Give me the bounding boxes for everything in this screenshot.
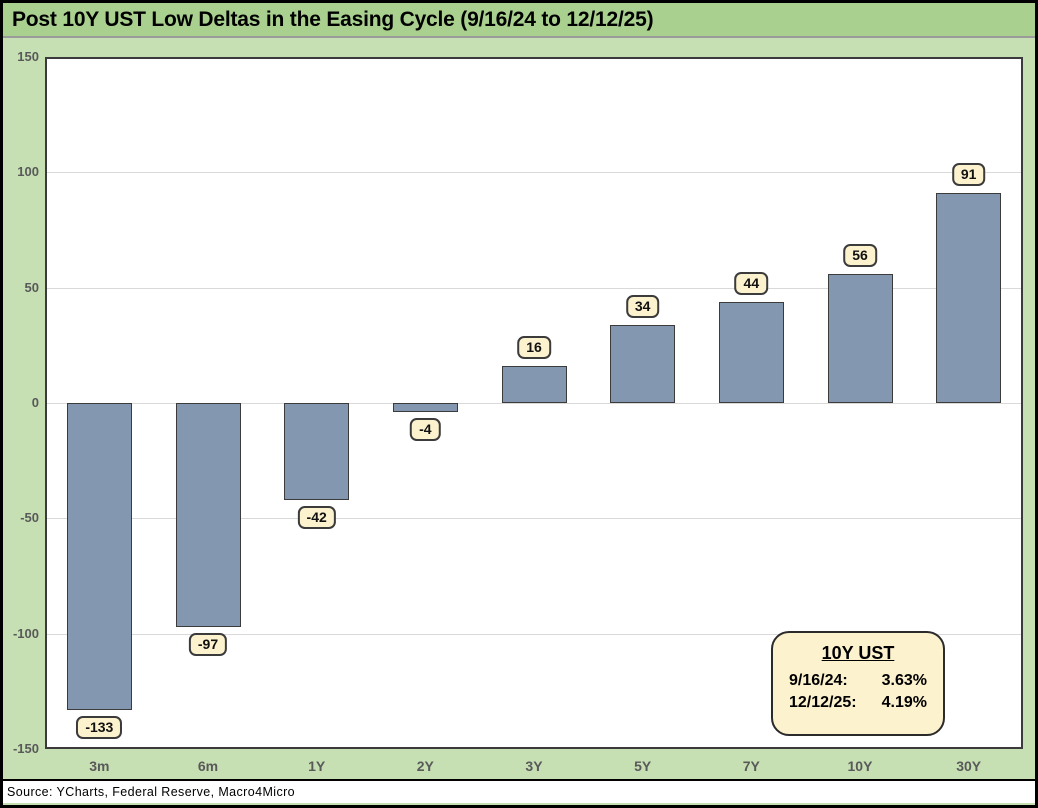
x-tick-label-7Y: 7Y xyxy=(742,758,760,774)
gridline-50 xyxy=(47,287,1021,289)
y-tick-label--50: -50 xyxy=(20,510,39,526)
bar-value-label-3Y: 16 xyxy=(517,336,551,360)
bar-value-label-6m: -97 xyxy=(188,632,228,656)
y-tick-label--100: -100 xyxy=(12,625,39,641)
bar-10Y xyxy=(827,273,893,403)
source-line: Source: YCharts, Federal Reserve, Macro4… xyxy=(7,785,296,799)
callout-row-end: 12/12/25: 4.19% xyxy=(789,692,927,714)
bar-value-label-5Y: 34 xyxy=(625,294,660,318)
y-tick-label-150: 150 xyxy=(17,49,39,64)
x-tick-label-2Y: 2Y xyxy=(416,758,434,774)
x-tick-label-6m: 6m xyxy=(197,758,219,774)
bar-value-label-1Y: -42 xyxy=(297,505,336,529)
bar-value-label-2Y: -4 xyxy=(410,418,441,442)
chart-title-bar: Post 10Y UST Low Deltas in the Easing Cy… xyxy=(3,3,1035,38)
bar-7Y xyxy=(718,301,784,403)
chart-title: Post 10Y UST Low Deltas in the Easing Cy… xyxy=(12,7,654,31)
bar-value-label-7Y: 44 xyxy=(734,271,769,295)
x-tick-label-1Y: 1Y xyxy=(308,758,326,774)
x-tick-label-3m: 3m xyxy=(89,758,110,774)
bar-value-label-10Y: 56 xyxy=(843,243,877,267)
gridline-100 xyxy=(47,172,1021,174)
bar-1Y xyxy=(284,403,350,500)
y-tick-label-50: 50 xyxy=(24,279,39,295)
callout-row-start: 9/16/24: 3.63% xyxy=(789,670,927,692)
gridline--50 xyxy=(47,518,1021,520)
source-bar: Source: YCharts, Federal Reserve, Macro4… xyxy=(3,779,1035,803)
bar-3Y xyxy=(501,366,567,403)
x-tick-label-30Y: 30Y xyxy=(956,758,982,774)
y-tick-label-0: 0 xyxy=(31,395,39,410)
bar-6m xyxy=(175,403,241,627)
callout-value-end: 4.19% xyxy=(881,694,927,711)
callout-value-start: 3.63% xyxy=(881,672,927,689)
y-tick-label-100: 100 xyxy=(17,164,39,180)
bar-30Y xyxy=(936,193,1002,403)
bar-5Y xyxy=(610,324,676,403)
y-tick-label--150: -150 xyxy=(12,741,39,756)
plot-area: -133 -97 -42 -4 16 34 44 56 91 xyxy=(45,57,1023,749)
bar-value-label-30Y: 91 xyxy=(951,163,986,187)
bar-2Y xyxy=(392,403,458,413)
gridline--100 xyxy=(47,633,1021,635)
callout-title: 10Y UST xyxy=(821,643,895,663)
x-tick-label-10Y: 10Y xyxy=(847,758,873,774)
bar-value-label-3m: -133 xyxy=(76,715,123,739)
callout-date-end: 12/12/25: xyxy=(789,694,857,711)
callout-10y-ust: 10Y UST 9/16/24: 3.63% 12/12/25: 4.19% xyxy=(771,631,945,736)
gridline-0 xyxy=(47,403,1021,404)
callout-date-start: 9/16/24: xyxy=(789,672,848,689)
x-tick-label-5Y: 5Y xyxy=(634,758,652,774)
bar-3m xyxy=(66,403,132,710)
x-tick-label-3Y: 3Y xyxy=(525,758,543,774)
